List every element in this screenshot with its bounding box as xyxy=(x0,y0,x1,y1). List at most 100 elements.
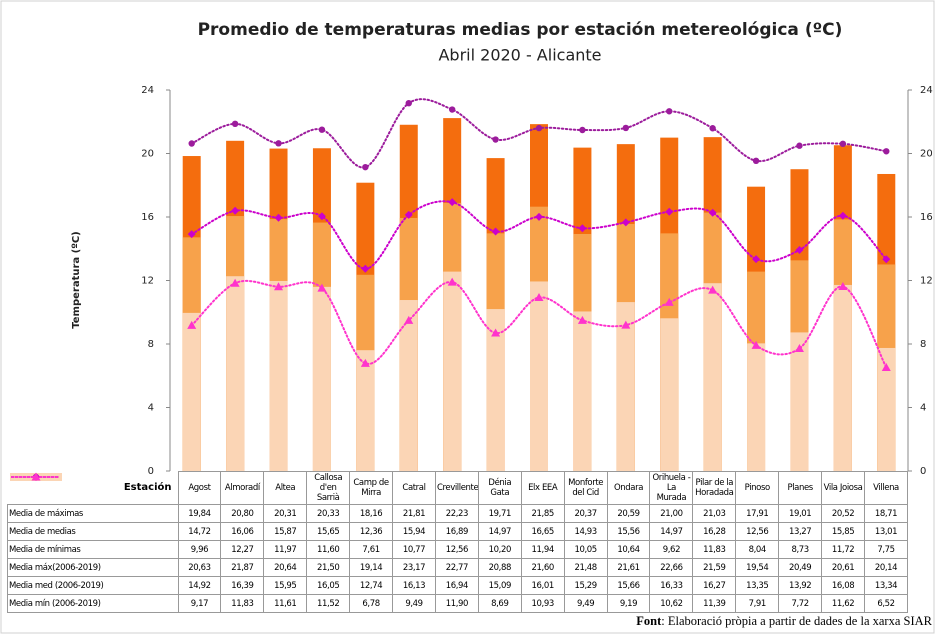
legend-entry: Media med (2006-2019) xyxy=(7,472,179,595)
line-marker xyxy=(360,358,370,367)
table-value: 7,72 xyxy=(778,594,823,613)
table-value: 7,75 xyxy=(864,540,908,559)
table-value: 21,87 xyxy=(220,558,265,577)
category-label: Pilar de la Horadada xyxy=(692,471,737,505)
table-value: 19,01 xyxy=(778,504,823,523)
category-label: Orihuela - La Murada xyxy=(649,471,694,505)
table-value: 8,04 xyxy=(735,540,780,559)
table-value: 21,60 xyxy=(520,558,565,577)
table-value: 6,78 xyxy=(349,594,394,613)
y2-tick-label: 16 xyxy=(920,212,933,223)
line-marker xyxy=(882,255,891,264)
table-value: 20,59 xyxy=(606,504,651,523)
table-value: 15,85 xyxy=(821,522,865,541)
line-marker xyxy=(838,282,848,291)
table-value: 19,54 xyxy=(735,558,780,577)
table-value: 10,62 xyxy=(649,594,694,613)
table-value: 20,61 xyxy=(821,558,865,577)
table-row: Media de mínimas 9,96 12,27 11,97 11,60 7,61 1… xyxy=(7,472,908,559)
table-value: 13,01 xyxy=(864,522,908,541)
table-value: 15,66 xyxy=(606,576,651,595)
y-tick-label: 12 xyxy=(141,276,154,287)
legend-entry: Media de mínimas xyxy=(7,472,179,559)
line-marker xyxy=(404,210,413,219)
line-marker xyxy=(666,108,673,115)
table-value: 14,97 xyxy=(477,522,522,541)
legend-entry: Media de máximas xyxy=(7,472,179,523)
line-marker xyxy=(708,208,717,217)
table-value: 21,85 xyxy=(520,504,565,523)
line-marker xyxy=(448,106,456,113)
legend-label: Media de mínimas xyxy=(9,544,81,555)
legend-label: Media mín (2006-2019) xyxy=(9,598,101,609)
table-value: 12,56 xyxy=(735,522,780,541)
line-marker xyxy=(881,362,891,371)
line-marker xyxy=(318,126,326,133)
table-value: 15,95 xyxy=(263,576,308,595)
line-marker xyxy=(231,206,240,215)
table-value: 12,74 xyxy=(349,576,394,595)
table-value: 20,37 xyxy=(563,504,608,523)
table-value: 9,49 xyxy=(563,594,608,613)
table-value: 21,81 xyxy=(392,504,436,523)
y-tick-label: 20 xyxy=(141,149,154,160)
table-value: 16,06 xyxy=(220,522,265,541)
line-marker xyxy=(492,136,499,143)
table-value: 10,20 xyxy=(477,540,522,559)
table-value: 16,28 xyxy=(692,522,737,541)
legend-label: Media máx(2006-2019) xyxy=(9,562,101,573)
table-value: 21,50 xyxy=(306,558,351,577)
table-value: 20,33 xyxy=(306,504,351,523)
line-marker xyxy=(578,224,587,233)
line-marker xyxy=(794,343,804,352)
bar xyxy=(486,309,505,471)
bar xyxy=(660,318,679,471)
category-label: Elx EEA xyxy=(520,471,565,505)
line-marker xyxy=(448,198,457,207)
table-row: Media de medias 14,72 16,06 15,87 15,65 12,36… xyxy=(7,472,908,541)
table-value: 16,94 xyxy=(434,576,479,595)
line-marker xyxy=(404,315,414,324)
table-value: 19,14 xyxy=(349,558,394,577)
table-value: 11,62 xyxy=(821,594,865,613)
line-marker xyxy=(665,207,674,216)
table-header-row: Estación Agost Almoradí Altea Callosa d'en S… xyxy=(7,471,908,505)
line-marker xyxy=(577,315,587,324)
line-marker xyxy=(534,292,544,301)
table-value: 20,64 xyxy=(263,558,308,577)
bar xyxy=(399,300,418,471)
y-tick-label: 16 xyxy=(141,212,154,223)
category-label: Catral xyxy=(392,471,436,505)
table-value: 9,96 xyxy=(177,540,222,559)
table-value: 9,62 xyxy=(649,540,694,559)
line-marker xyxy=(231,120,239,128)
table-value: 16,05 xyxy=(306,576,351,595)
table-value: 11,61 xyxy=(263,594,308,613)
footer: Font: Elaboració pròpia a partir de dade… xyxy=(636,614,932,629)
line-marker xyxy=(709,125,716,132)
table-value: 21,59 xyxy=(692,558,737,577)
table-value: 20,31 xyxy=(263,504,308,523)
table-row: Media de máximas 19,84 20,80 20,31 20,33 18,1… xyxy=(7,472,908,523)
bar xyxy=(877,347,896,471)
bar xyxy=(747,343,766,471)
legend-entry: Media mín (2006-2019) xyxy=(7,472,179,613)
bar xyxy=(182,312,201,471)
table-value: 15,87 xyxy=(263,522,308,541)
table-value: 15,29 xyxy=(563,576,608,595)
y-axis-label: Temperatura (ºC) xyxy=(71,231,82,329)
category-label: Monforte del Cid xyxy=(563,471,608,505)
table-value: 13,35 xyxy=(735,576,780,595)
table-value: 14,72 xyxy=(177,522,222,541)
bar xyxy=(356,350,375,471)
category-label: Almoradí xyxy=(220,471,265,505)
line-marker xyxy=(621,218,630,227)
y2-tick-label: 0 xyxy=(920,466,926,477)
legend-entry: Media de medias xyxy=(7,472,179,541)
table-value: 16,01 xyxy=(520,576,565,595)
table-value: 11,39 xyxy=(692,594,737,613)
line-marker xyxy=(796,142,803,149)
category-label: Planes xyxy=(778,471,823,505)
table-value: 16,89 xyxy=(434,522,479,541)
